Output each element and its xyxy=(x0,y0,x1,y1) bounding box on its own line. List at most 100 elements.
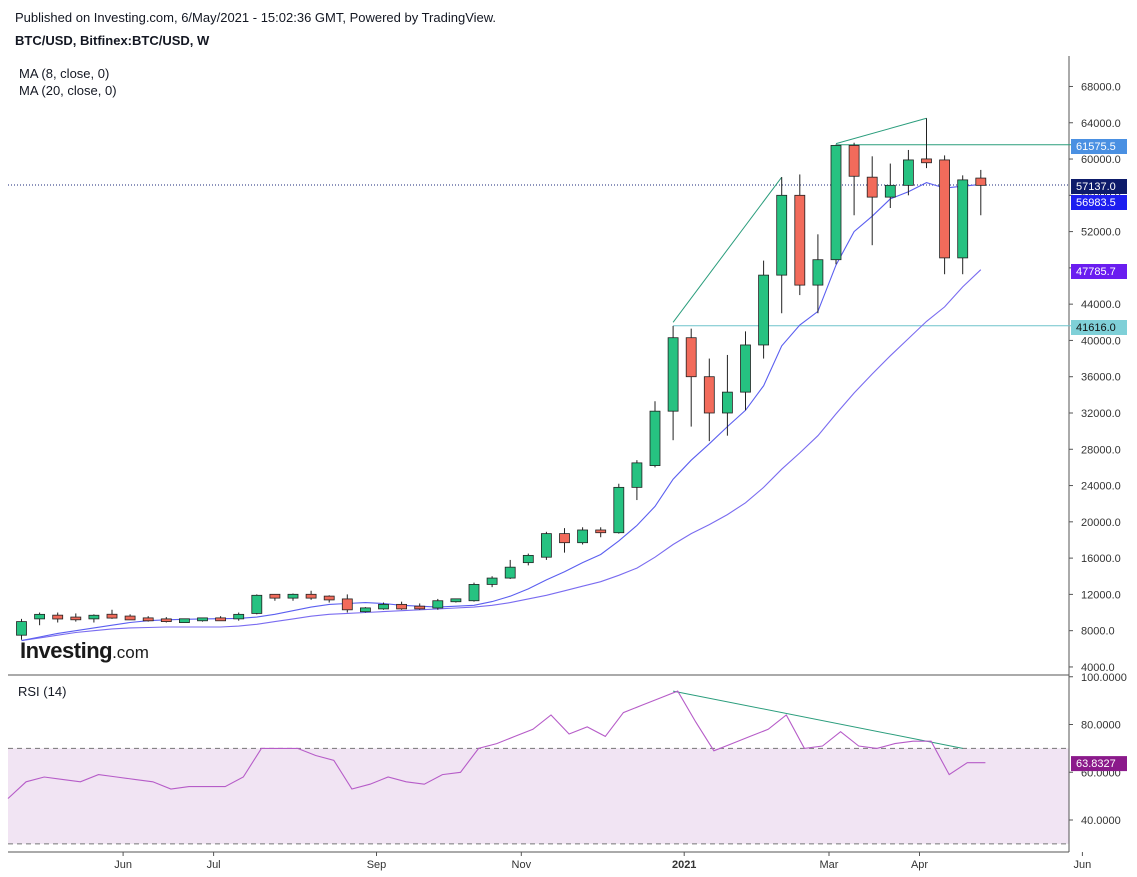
candle-body xyxy=(160,618,172,623)
candle xyxy=(106,609,118,619)
candle xyxy=(613,483,625,534)
candle-body xyxy=(559,533,570,544)
ma20-legend[interactable]: MA (20, close, 0) xyxy=(19,83,117,98)
candle-body xyxy=(106,613,118,619)
candle-body xyxy=(703,376,715,414)
candle-body xyxy=(758,274,769,346)
candle-body xyxy=(34,613,45,620)
price-label-text: 56983.5 xyxy=(1076,197,1116,209)
candle-body xyxy=(957,179,969,259)
rsi-tick-label: 40.0000 xyxy=(1081,815,1121,827)
candle-body xyxy=(142,617,154,622)
candle xyxy=(359,607,371,613)
candle xyxy=(269,593,281,601)
candle xyxy=(233,612,245,621)
rsi-band xyxy=(8,747,1069,845)
logo-main: Investing xyxy=(20,638,113,663)
candle-body xyxy=(939,159,950,259)
candle xyxy=(667,325,679,441)
candle-body xyxy=(16,621,27,636)
time-tick-label: 2021 xyxy=(672,859,696,871)
price-tick-label: 68000.0 xyxy=(1081,81,1121,93)
candle-body xyxy=(522,554,534,564)
time-axis: Jun Jul Sep Nov 2021 Mar Apr Jun xyxy=(114,852,1091,871)
candle xyxy=(577,527,588,545)
candle xyxy=(468,582,480,602)
candle-body xyxy=(903,159,914,186)
candle xyxy=(450,598,462,603)
price-label-box xyxy=(1071,139,1127,154)
candle-body xyxy=(432,600,444,609)
candle-body xyxy=(215,617,227,622)
candle xyxy=(866,156,878,246)
rsi-legend[interactable]: RSI (14) xyxy=(18,684,67,699)
candle xyxy=(396,601,408,610)
ma8-legend[interactable]: MA (8, close, 0) xyxy=(19,66,110,81)
candle xyxy=(957,175,969,275)
candle xyxy=(595,527,607,538)
rsi-tick-label: 80.0000 xyxy=(1081,720,1121,732)
price-label-box xyxy=(1071,264,1127,279)
candle-body xyxy=(486,577,498,585)
candle-body xyxy=(794,194,806,286)
candle xyxy=(776,177,788,314)
price-tick-label: 8000.0 xyxy=(1081,626,1115,638)
chart-frame xyxy=(8,56,1070,853)
candle xyxy=(142,616,154,622)
price-tick-label: 32000.0 xyxy=(1081,408,1121,420)
price-tick-label: 40000.0 xyxy=(1081,335,1121,347)
candle xyxy=(884,163,896,209)
price-label-text: 41616.0 xyxy=(1076,322,1116,334)
candle-body xyxy=(830,145,842,261)
trendlines xyxy=(8,117,1073,749)
price-tick-label: 52000.0 xyxy=(1081,227,1121,239)
time-tick-label: Sep xyxy=(367,859,387,871)
candle xyxy=(631,460,643,501)
logo-suffix: .com xyxy=(112,643,149,662)
candle-body xyxy=(812,259,824,286)
candle xyxy=(559,528,570,553)
candle xyxy=(848,142,860,216)
candle-body xyxy=(414,605,426,610)
candle-body xyxy=(341,598,353,611)
candle xyxy=(215,616,227,622)
candle xyxy=(432,598,444,610)
candle-body xyxy=(378,603,389,610)
candle-body xyxy=(613,486,625,534)
candle xyxy=(287,593,299,601)
candle-body xyxy=(396,603,408,610)
rsi-label-text: 63.8327 xyxy=(1076,758,1116,770)
candle-body xyxy=(685,337,697,378)
candle xyxy=(341,594,353,613)
candle-body xyxy=(468,584,480,602)
price-trendline-1 xyxy=(672,176,783,323)
candle-body xyxy=(450,598,462,603)
candle xyxy=(812,234,824,314)
price-tick-label: 60000.0 xyxy=(1081,154,1121,166)
time-tick-label: Nov xyxy=(512,859,532,871)
published-info: Published on Investing.com, 6/May/2021 -… xyxy=(15,10,497,25)
time-tick-label: Jul xyxy=(207,859,221,871)
candle-body xyxy=(88,614,100,620)
candle xyxy=(541,531,552,560)
candle-body xyxy=(269,593,281,599)
candle-body xyxy=(287,593,299,599)
rsi-band-fill xyxy=(8,748,1069,844)
price-label-text: 61575.5 xyxy=(1076,141,1116,153)
time-tick-label: Mar xyxy=(820,859,839,871)
candle xyxy=(305,590,317,600)
candle-body xyxy=(504,566,516,579)
rsi-line xyxy=(7,690,986,799)
candle xyxy=(740,331,751,411)
candle xyxy=(251,594,263,615)
candles xyxy=(16,118,987,640)
candle-body xyxy=(866,176,878,198)
price-tick-label: 16000.0 xyxy=(1081,553,1121,565)
candle xyxy=(703,358,715,442)
candle xyxy=(34,612,45,626)
rsi-tick-label: 100.0000 xyxy=(1081,672,1127,684)
price-tick-label: 20000.0 xyxy=(1081,517,1121,529)
candle-body xyxy=(667,337,679,412)
price-label-text: 57137.0 xyxy=(1076,181,1116,193)
